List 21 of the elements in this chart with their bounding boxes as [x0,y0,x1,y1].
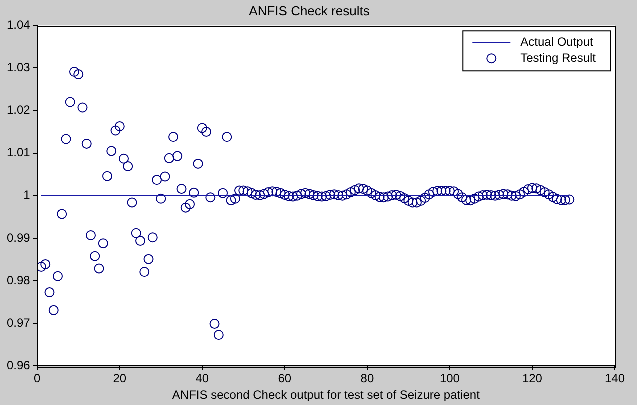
x-tick-label: 100 [440,372,460,386]
y-tick-label: 0.99 [6,230,31,245]
legend-label: Testing Result [520,50,597,65]
y-tick-label: 0.96 [6,358,31,373]
x-tick-label: 140 [604,372,626,386]
y-tick-label: 1.01 [6,146,31,160]
x-tick-label: 60 [278,372,292,386]
legend-label: Actual Output [520,34,594,49]
y-tick-label: 1.03 [6,60,31,74]
x-tick-label: 120 [522,372,543,386]
y-tick-label: 1.04 [6,18,31,32]
y-tick-label: 0.98 [6,273,31,288]
y-tick-label: 1.02 [6,103,31,118]
y-tick-label: 0.97 [6,316,31,330]
x-tick-label: 0 [34,372,42,386]
x-tick-label: 80 [360,372,374,386]
x-tick-label: 40 [196,372,210,386]
x-tick-label: 20 [113,372,127,386]
x-axis-title: ANFIS second Check output for test set of Seizure patient [172,388,481,402]
y-tick-label: 1 [24,188,31,202]
chart-title: ANFIS Check results [249,3,370,18]
